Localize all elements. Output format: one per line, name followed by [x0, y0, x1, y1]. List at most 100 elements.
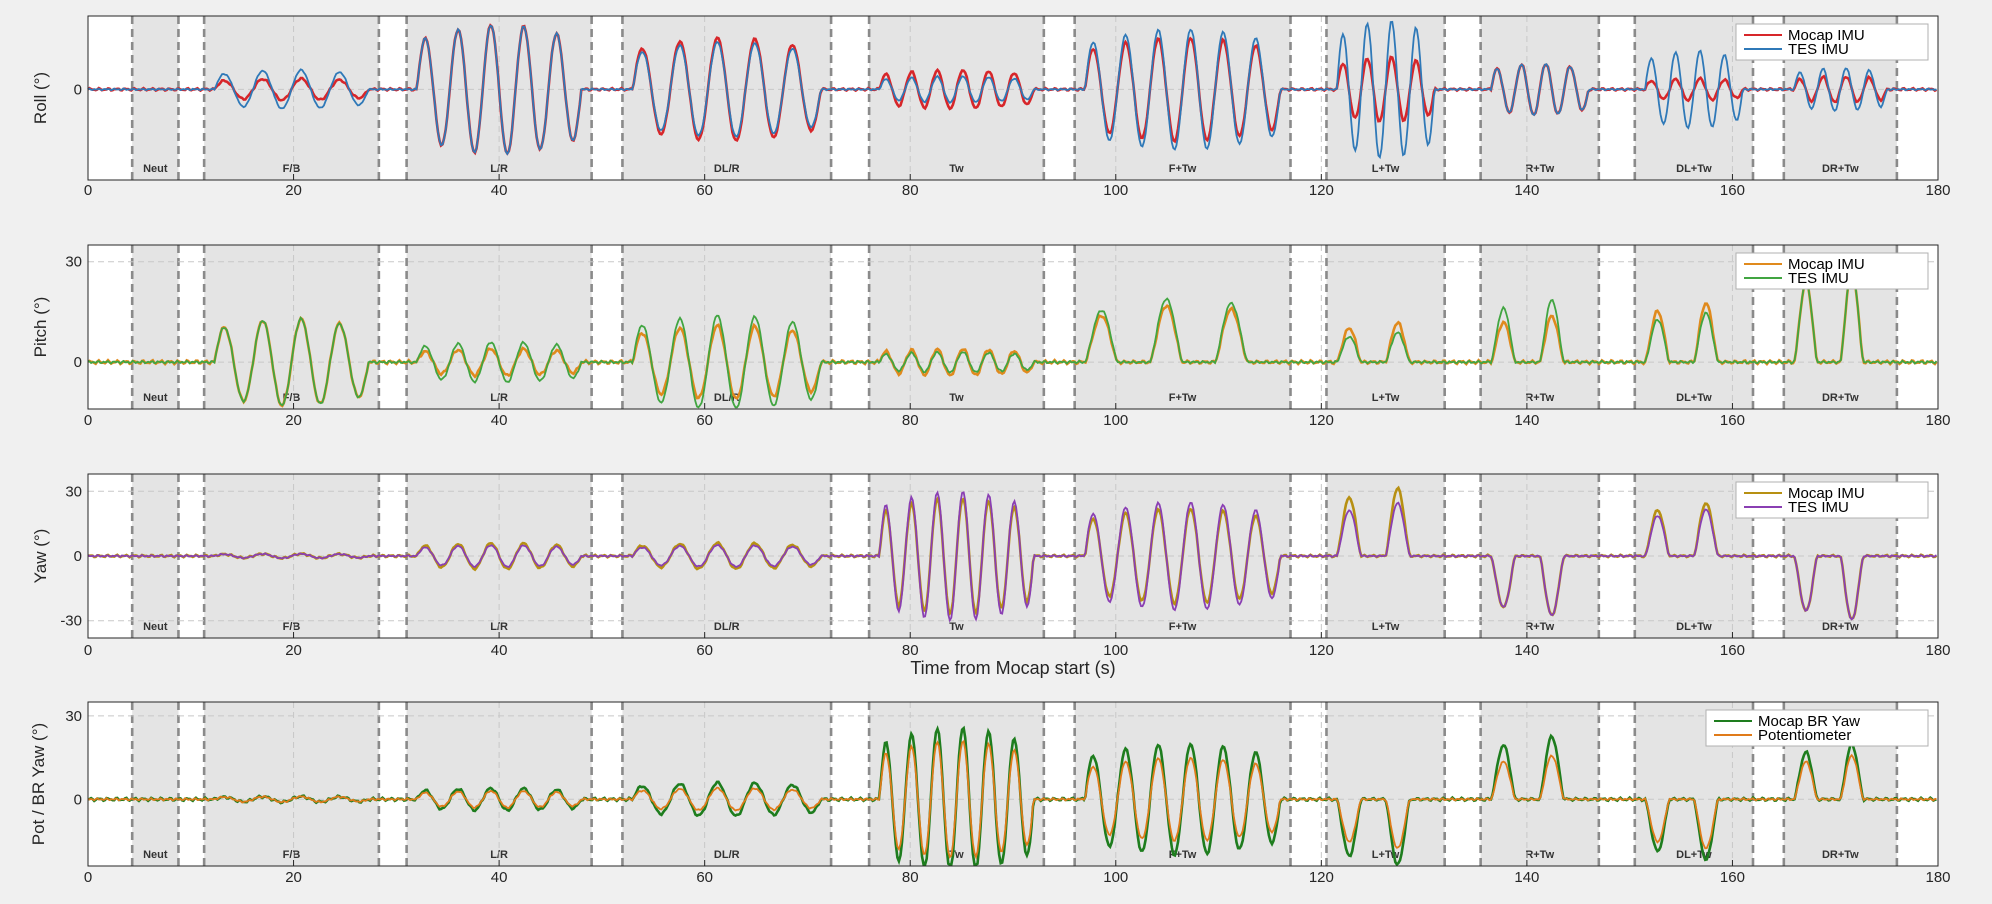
- axes-box: [87, 701, 1939, 867]
- segment-band: [204, 16, 379, 180]
- x-tick-label: 140: [1514, 642, 1539, 659]
- segment-band: [1074, 702, 1291, 866]
- x-tick-label: 120: [1309, 182, 1334, 199]
- legend-box: [1735, 481, 1929, 519]
- segment-label: Tw: [949, 621, 964, 633]
- legend-entry: TES IMU: [1788, 270, 1849, 287]
- segment-band: [1326, 245, 1445, 409]
- segment-band: [1480, 16, 1599, 180]
- segment-label: DL+Tw: [1676, 163, 1712, 175]
- x-tick-label: 0: [84, 642, 92, 659]
- legend-box: [1735, 23, 1929, 61]
- segment-label: Neut: [143, 163, 168, 175]
- axes-box: [87, 473, 1939, 639]
- x-tick-label: 100: [1103, 182, 1128, 199]
- series-line-2: [87, 268, 1938, 409]
- segment-label: F/B: [283, 163, 301, 175]
- x-tick-label: 80: [902, 642, 919, 659]
- legend-box: [1705, 709, 1929, 747]
- legend-entry: TES IMU: [1788, 41, 1849, 58]
- segment-label: F+Tw: [1169, 392, 1197, 404]
- segment-band: [132, 702, 179, 866]
- y-tick-label: 0: [74, 791, 82, 808]
- segment-label: R+Tw: [1525, 849, 1554, 861]
- x-tick-label: 180: [1925, 182, 1950, 199]
- series-line-2: [87, 739, 1937, 860]
- series-line-2: [87, 490, 1937, 623]
- segment-label: F/B: [283, 621, 301, 633]
- legend-entry: Mocap BR Yaw: [1758, 713, 1860, 730]
- x-tick-label: 0: [84, 869, 92, 886]
- axes-box: [87, 15, 1939, 181]
- legend-entry: Mocap IMU: [1788, 256, 1865, 273]
- legend-entry: Mocap IMU: [1788, 485, 1865, 502]
- y-axis-label: Roll (°): [31, 72, 50, 124]
- segment-label: Tw: [949, 392, 964, 404]
- segment-label: DR+Tw: [1822, 392, 1859, 404]
- x-tick-label: 20: [285, 182, 302, 199]
- y-axis-label: Pot / BR Yaw (°): [29, 723, 48, 845]
- x-tick-label: 140: [1514, 869, 1539, 886]
- legend-entry: Mocap IMU: [1788, 27, 1865, 44]
- x-tick-label: 160: [1720, 642, 1745, 659]
- segment-label: DL/R: [714, 849, 740, 861]
- x-tick-label: 140: [1514, 182, 1539, 199]
- y-tick-label: -30: [60, 613, 82, 630]
- x-tick-label: 80: [902, 412, 919, 429]
- x-tick-label: 60: [696, 869, 713, 886]
- panel-2: Neut F/B L/R DL/R Tw F+Tw L+Tw R+Tw DL+Tw DR+Tw30…: [31, 244, 1951, 429]
- series-line-2: [87, 20, 1937, 160]
- x-tick-label: 80: [902, 869, 919, 886]
- x-tick-label: 180: [1925, 642, 1950, 659]
- y-tick-label: 30: [65, 483, 82, 500]
- y-tick-label: 0: [74, 354, 82, 371]
- legend-entry: Potentiometer: [1758, 727, 1851, 744]
- segment-label: Tw: [949, 163, 964, 175]
- segment-band: [1074, 245, 1291, 409]
- segment-band: [204, 245, 379, 409]
- x-tick-label: 20: [285, 642, 302, 659]
- x-tick-label: 0: [84, 412, 92, 429]
- x-tick-label: 40: [491, 412, 508, 429]
- x-tick-label: 100: [1103, 642, 1128, 659]
- segment-label: Neut: [143, 392, 168, 404]
- segment-band: [132, 245, 179, 409]
- segment-band: [869, 245, 1044, 409]
- x-tick-label: 140: [1514, 412, 1539, 429]
- y-axis-label: Yaw (°): [31, 529, 50, 584]
- panel-3: Neut F/B L/R DL/R Tw F+Tw L+Tw R+Tw DL+Tw DR+Tw30…: [31, 473, 1951, 659]
- x-tick-label: 40: [491, 182, 508, 199]
- x-tick-label: 100: [1103, 869, 1128, 886]
- segment-label: F/B: [283, 849, 301, 861]
- x-tick-label: 20: [285, 412, 302, 429]
- x-axis-label: Time from Mocap start (s): [910, 658, 1115, 678]
- y-tick-label: 30: [65, 254, 82, 271]
- segment-band: [1480, 702, 1599, 866]
- segment-label: Neut: [143, 849, 168, 861]
- segment-label: DR+Tw: [1822, 621, 1859, 633]
- x-tick-label: 160: [1720, 182, 1745, 199]
- legend-box: [1735, 252, 1929, 290]
- segment-label: R+Tw: [1525, 621, 1554, 633]
- x-tick-label: 40: [491, 642, 508, 659]
- x-tick-label: 60: [696, 412, 713, 429]
- segment-label: L+Tw: [1372, 392, 1400, 404]
- legend-entry: TES IMU: [1788, 499, 1849, 516]
- segment-label: R+Tw: [1525, 392, 1554, 404]
- x-tick-label: 120: [1309, 412, 1334, 429]
- segment-label: DR+Tw: [1822, 163, 1859, 175]
- x-tick-label: 120: [1309, 642, 1334, 659]
- x-tick-label: 180: [1925, 412, 1950, 429]
- segment-label: F+Tw: [1169, 163, 1197, 175]
- segment-label: L+Tw: [1372, 163, 1400, 175]
- segment-band: [622, 245, 832, 409]
- segment-label: DL/R: [714, 163, 740, 175]
- segment-label: Neut: [143, 621, 168, 633]
- segment-label: F+Tw: [1169, 621, 1197, 633]
- y-tick-label: 0: [74, 548, 82, 565]
- x-tick-label: 100: [1103, 412, 1128, 429]
- segment-band: [869, 16, 1044, 180]
- panel-1: Neut F/B L/R DL/R Tw F+Tw L+Tw R+Tw DL+Tw DR+Tw00…: [31, 15, 1951, 199]
- segment-label: DL+Tw: [1676, 392, 1712, 404]
